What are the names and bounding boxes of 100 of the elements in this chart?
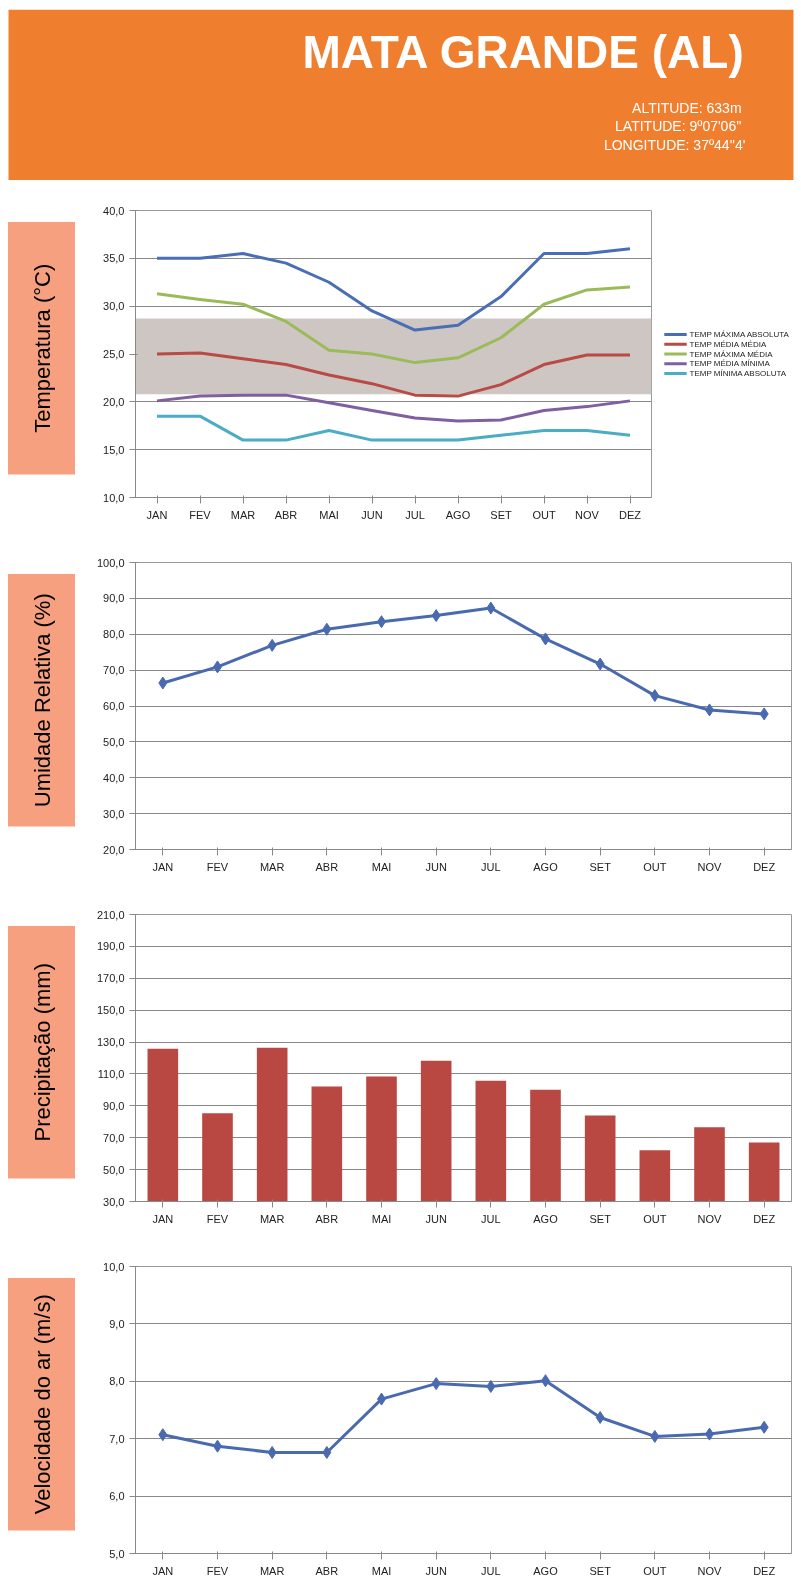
x-tick-label: AGO (533, 860, 559, 873)
y-tick-label: 60,0 (103, 700, 125, 712)
y-tick-label: 50,0 (103, 1163, 125, 1176)
y-tick-label: 30,0 (103, 807, 125, 820)
x-tick-label: JUN (425, 1564, 447, 1577)
x-tick-label: OUT (532, 508, 556, 521)
x-tick-label: AGO (533, 1564, 559, 1577)
x-tick-label: JUN (361, 508, 383, 521)
x-tick-label: AGO (445, 508, 471, 521)
x-tick-label: DEZ (753, 860, 776, 873)
y-tick-label: 30,0 (103, 300, 125, 313)
x-tick-label: JAN (152, 860, 174, 873)
y-tick-label: 40,0 (103, 771, 125, 784)
y-tick-label: 20,0 (103, 395, 125, 408)
x-tick-label: DEZ (619, 508, 642, 521)
x-tick-label: JUL (481, 1212, 501, 1225)
x-tick-label: JUN (425, 860, 447, 873)
x-tick-label: MAR (259, 1212, 285, 1225)
point (158, 1428, 168, 1442)
point (595, 1410, 605, 1424)
point (431, 609, 441, 623)
x-tick-label: OUT (643, 860, 667, 873)
point (650, 689, 660, 703)
legend-label: TEMP MÍNIMA ABSOLUTA (689, 369, 787, 379)
y-tick-label: 40,0 (103, 204, 125, 217)
x-tick-label: NOV (697, 1564, 723, 1577)
text: MATA GRANDE (AL) (302, 26, 744, 79)
point (431, 1377, 441, 1391)
y-tick-label: 6,0 (109, 1490, 125, 1503)
legend-label: TEMP MÉDIA MÉDIA (689, 339, 767, 349)
y-tick-label: 70,0 (103, 664, 125, 677)
x-tick-label: MAR (230, 508, 256, 521)
line-series (155, 285, 632, 365)
line-series (155, 393, 632, 423)
x-tick-label: MAI (371, 860, 392, 873)
x-tick-label: MAI (371, 1564, 392, 1577)
y-tick-label: 100,0 (96, 556, 125, 569)
x-tick-label: MAR (259, 860, 285, 873)
x-tick-label: SET (589, 1212, 612, 1225)
y-tick-label: 10,0 (103, 1260, 125, 1273)
x-tick-label: AGO (533, 1212, 559, 1225)
x-tick-label: NOV (697, 1212, 723, 1225)
legend-label: TEMP MÁXIMA ABSOLUTA (689, 329, 790, 339)
x-tick-label: ABR (274, 508, 298, 521)
text: ALTITUDE: 633m (632, 99, 742, 116)
y-tick-label: 80,0 (103, 628, 125, 641)
point (158, 676, 168, 690)
y-tick-label: 7,0 (109, 1432, 125, 1445)
y-tick-label: 70,0 (103, 1131, 125, 1144)
y-tick-label: 110,0 (97, 1067, 125, 1080)
y-tick-label: 35,0 (103, 252, 125, 265)
x-tick-label: ABR (315, 1564, 339, 1577)
point (486, 601, 496, 615)
legend-label: TEMP MÁXIMA MÉDIA (689, 349, 774, 359)
y-tick-label: 25,0 (103, 348, 125, 360)
legend-label: TEMP MÉDIA MÍNIMA (689, 359, 771, 369)
y-axis-title: Velocidade do ar (m/s) (30, 1294, 55, 1515)
x-tick-label: DEZ (753, 1564, 776, 1577)
x-tick-label: JUN (425, 1212, 447, 1225)
y-tick-label: 5,0 (109, 1547, 125, 1560)
x-tick-label: MAI (319, 508, 339, 521)
x-tick-label: JAN (146, 508, 168, 521)
x-tick-label: FEV (206, 1564, 229, 1577)
x-tick-label: JUL (481, 1564, 501, 1577)
point (267, 1445, 277, 1459)
x-tick-label: JAN (152, 1564, 174, 1577)
y-tick-label: 90,0 (103, 592, 125, 605)
y-tick-label: 8,0 (109, 1375, 125, 1388)
x-tick-label: DEZ (753, 1212, 776, 1225)
y-tick-label: 20,0 (103, 843, 125, 856)
point (267, 638, 277, 652)
x-tick-label: NOV (575, 508, 600, 521)
x-tick-label: FEV (206, 860, 229, 873)
y-axis-title: Precipitação (mm) (30, 963, 55, 1142)
y-tick-label: 9,0 (109, 1317, 125, 1330)
y-tick-label: 50,0 (103, 735, 125, 748)
y-tick-label: 190,0 (96, 940, 125, 953)
point (759, 707, 769, 721)
x-tick-label: SET (490, 508, 512, 521)
x-tick-label: SET (589, 860, 612, 873)
x-tick-label: FEV (206, 1212, 229, 1225)
text: LATITUDE: 9º07'06'' (615, 118, 742, 135)
y-axis-title: Temperatura (°C) (30, 263, 55, 433)
point (595, 657, 605, 671)
y-tick-label: 10,0 (103, 491, 125, 504)
line-series (155, 247, 632, 332)
point (759, 1420, 769, 1434)
x-tick-label: FEV (189, 508, 212, 521)
x-tick-label: SET (589, 1564, 612, 1577)
y-tick-label: 130,0 (96, 1036, 125, 1049)
point (650, 1429, 660, 1443)
x-tick-label: MAI (371, 1212, 392, 1225)
x-tick-label: OUT (643, 1564, 667, 1577)
x-tick-label: JAN (152, 1212, 174, 1225)
point (322, 1445, 332, 1459)
x-tick-label: JUL (405, 508, 425, 521)
y-tick-label: 150,0 (96, 1004, 125, 1017)
y-axis-title: Umidade Relativa (%) (30, 593, 55, 808)
y-tick-label: 30,0 (103, 1195, 125, 1208)
point (322, 622, 332, 636)
